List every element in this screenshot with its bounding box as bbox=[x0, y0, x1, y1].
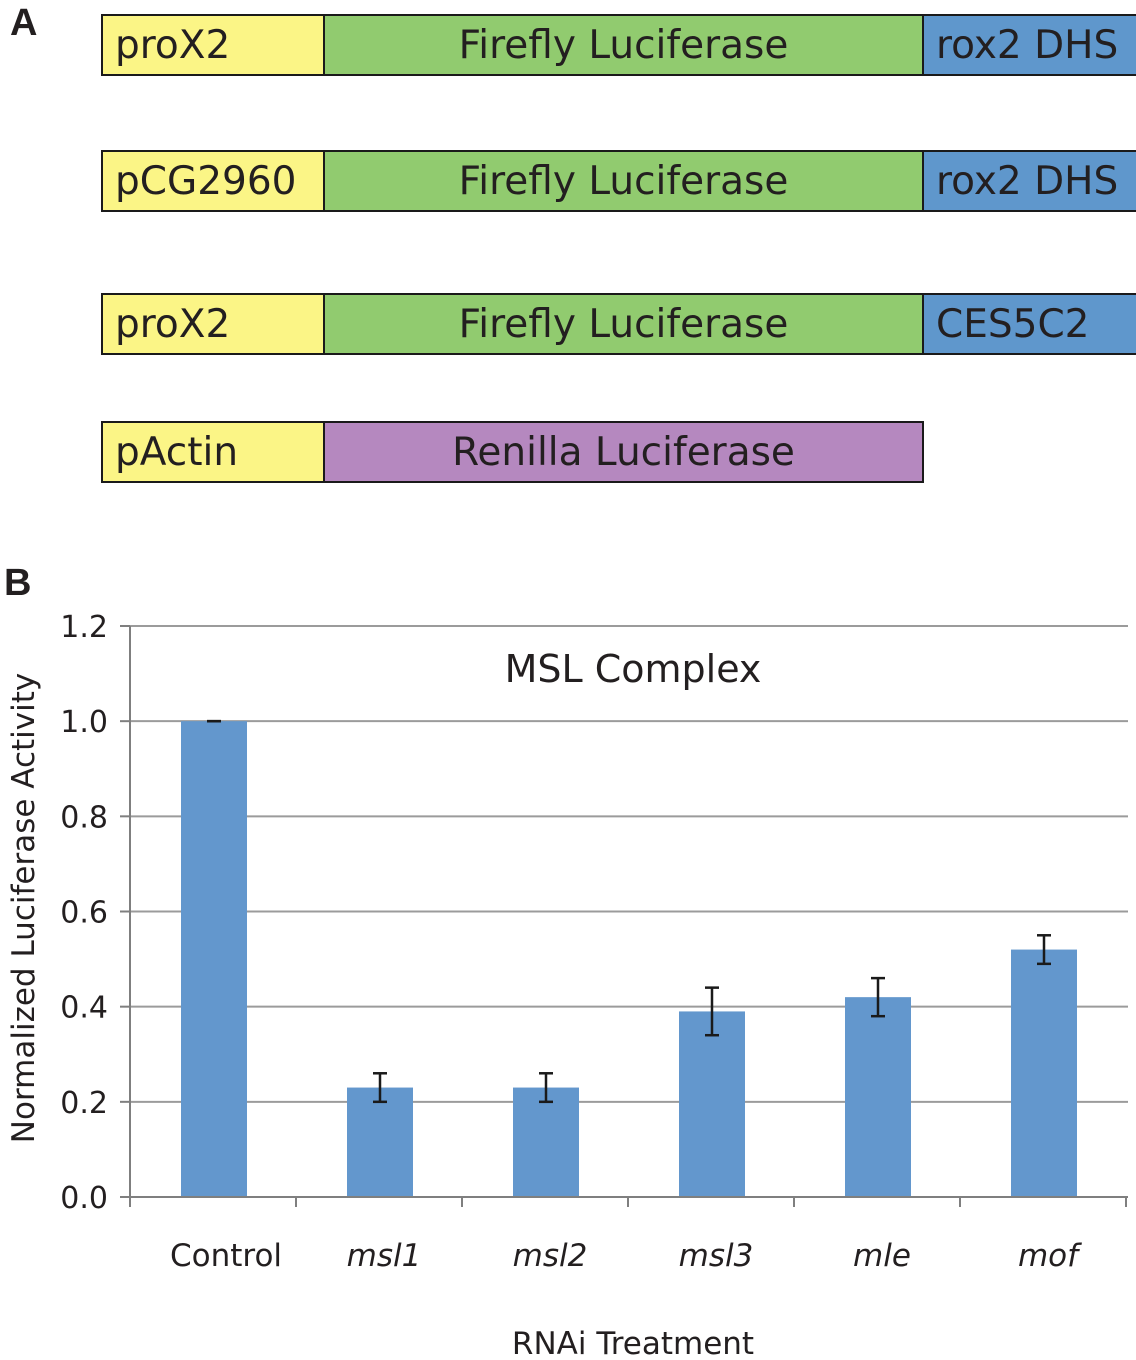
construct-3: proX2 Firefly Luciferase CES5C2 bbox=[101, 293, 1136, 355]
firefly-luciferase-segment: Firefly Luciferase bbox=[325, 14, 924, 76]
promoter-segment: pActin bbox=[101, 421, 325, 483]
x-category-label: Control bbox=[170, 1238, 282, 1274]
bar-msl2 bbox=[513, 1087, 579, 1197]
bar-msl3 bbox=[679, 1011, 745, 1197]
x-axis-title: RNAi Treatment bbox=[512, 1326, 754, 1360]
gridlines bbox=[130, 625, 1128, 1103]
element-segment: rox2 DHS bbox=[924, 150, 1136, 212]
bar-msl1 bbox=[347, 1087, 413, 1197]
x-category-label: msl2 bbox=[513, 1238, 588, 1274]
bar-control bbox=[181, 721, 247, 1197]
y-axis-title: Normalized Luciferase Activity bbox=[6, 673, 42, 1143]
promoter-segment: proX2 bbox=[101, 14, 325, 76]
construct-4: pActin Renilla Luciferase bbox=[101, 421, 924, 483]
construct-1: proX2 Firefly Luciferase rox2 DHS bbox=[101, 14, 1136, 76]
element-segment: rox2 DHS bbox=[924, 14, 1136, 76]
y-tick-label: 0.6 bbox=[60, 896, 108, 931]
y-tick-label: 0.8 bbox=[60, 800, 108, 835]
panel-label-b: B bbox=[4, 562, 32, 604]
promoter-segment: pCG2960 bbox=[101, 150, 325, 212]
x-category-label: mof bbox=[1018, 1238, 1082, 1274]
promoter-segment: proX2 bbox=[101, 293, 325, 355]
firefly-luciferase-segment: Firefly Luciferase bbox=[325, 293, 924, 355]
y-tick-label: 0.2 bbox=[60, 1086, 108, 1121]
chart-title: MSL Complex bbox=[505, 647, 762, 691]
y-tick-label: 0.0 bbox=[60, 1181, 108, 1216]
firefly-luciferase-segment: Firefly Luciferase bbox=[325, 150, 924, 212]
axes: 0.0 0.2 0.4 0.6 0.8 1.0 1.2 Control msl1 msl2 msl3… bbox=[60, 610, 1128, 1274]
bar-mle bbox=[845, 997, 911, 1197]
x-category-label: mle bbox=[853, 1238, 911, 1274]
element-segment: CES5C2 bbox=[924, 293, 1136, 355]
y-tick-label: 1.2 bbox=[60, 610, 108, 645]
panel-label-a: A bbox=[10, 2, 38, 44]
bar-mof bbox=[1011, 949, 1077, 1197]
renilla-luciferase-segment: Renilla Luciferase bbox=[325, 421, 924, 483]
x-category-label: msl1 bbox=[347, 1238, 422, 1274]
x-category-label: msl3 bbox=[679, 1238, 754, 1274]
y-tick-label: 0.4 bbox=[60, 991, 108, 1026]
construct-2: pCG2960 Firefly Luciferase rox2 DHS bbox=[101, 150, 1136, 212]
y-tick-label: 1.0 bbox=[60, 705, 108, 740]
bars bbox=[181, 719, 1077, 1197]
